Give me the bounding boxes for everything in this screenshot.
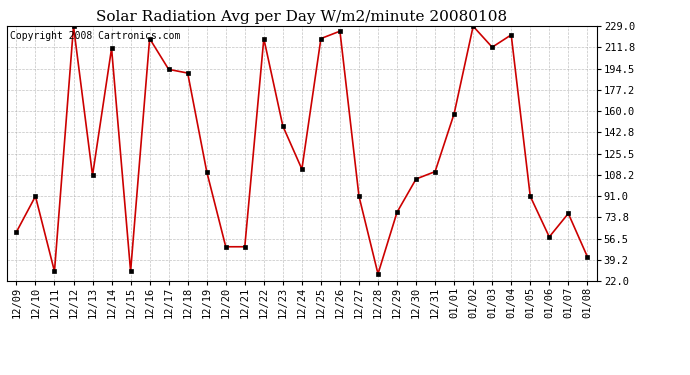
Title: Solar Radiation Avg per Day W/m2/minute 20080108: Solar Radiation Avg per Day W/m2/minute … xyxy=(97,10,507,24)
Text: Copyright 2008 Cartronics.com: Copyright 2008 Cartronics.com xyxy=(10,32,180,41)
